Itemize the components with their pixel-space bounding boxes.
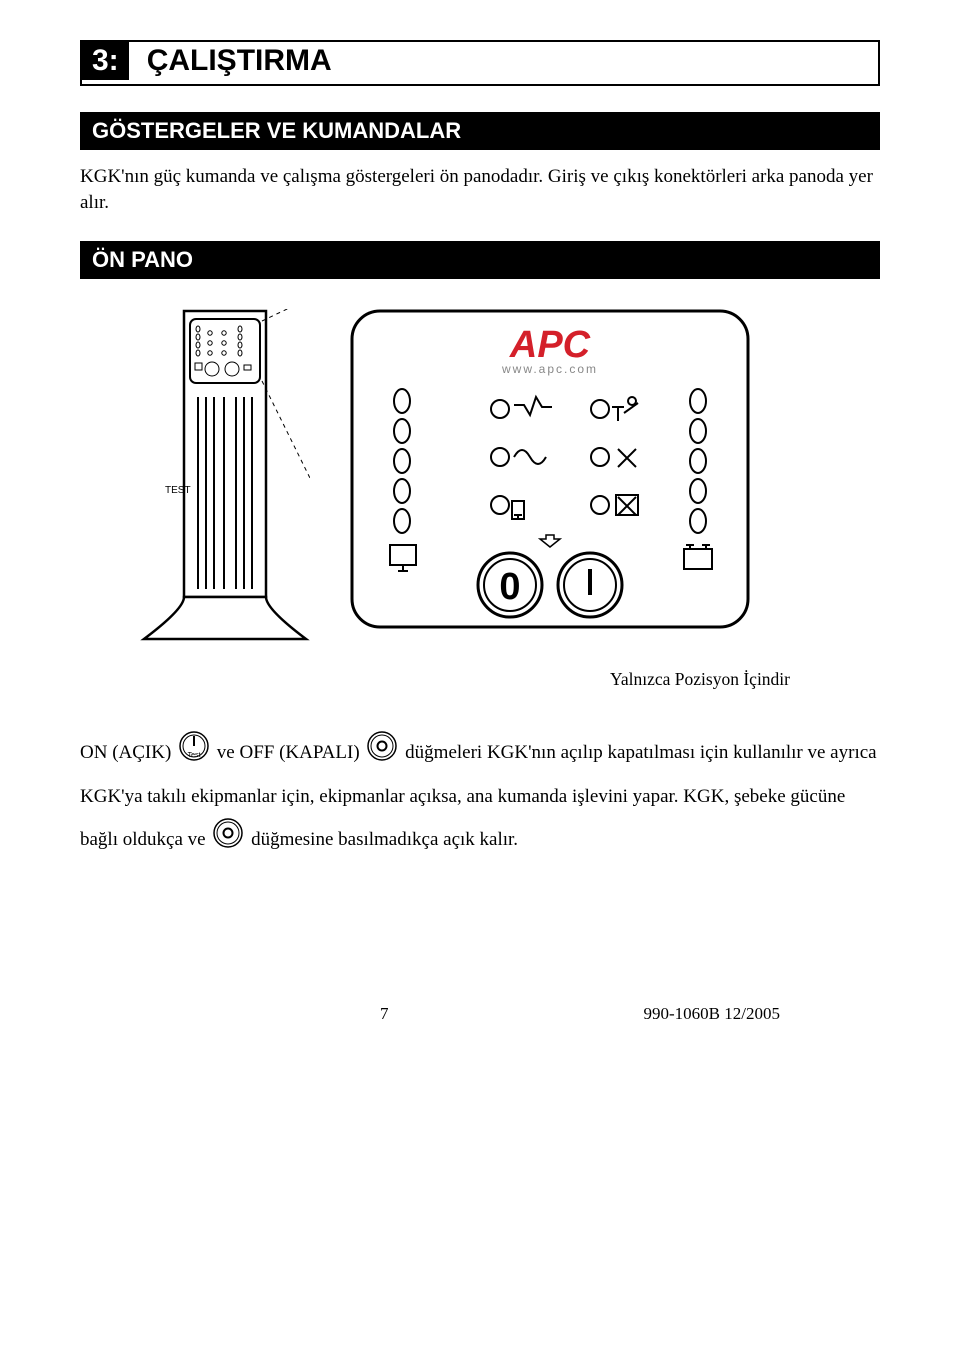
off-button-icon-2 — [212, 817, 244, 864]
flow-text-2: ve OFF (KAPALI) — [217, 742, 365, 763]
ups-tower-icon: TEST — [140, 309, 310, 649]
section-header: 3: ÇALIŞTIRMA — [80, 40, 880, 86]
front-panel-diagram: TEST APC www.apc.com — [140, 309, 880, 649]
section-title: ÇALIŞTIRMA — [129, 44, 332, 78]
apc-url: www.apc.com — [501, 362, 598, 376]
apc-logo: APC — [509, 324, 591, 366]
section-number: 3: — [82, 42, 129, 80]
page-footer: 7 990-1060B 12/2005 — [80, 1004, 880, 1024]
test-label: TEST — [165, 485, 191, 496]
flow-text-4: düğmesine basılmadıkça açık kalır. — [251, 829, 518, 850]
heading-gostergeler: GÖSTERGELER VE KUMANDALAR — [80, 112, 880, 150]
heading-on-pano: ÖN PANO — [80, 241, 880, 279]
power-button-icon — [558, 553, 622, 617]
intro-paragraph: KGK'nın güç kumanda ve çalışma göstergel… — [80, 164, 880, 215]
operation-paragraph: ON (AÇIK) Test ve OFF (KAPALI) düğmeleri… — [80, 730, 880, 864]
diagram-caption: Yalnızca Pozisyon İçindir — [80, 669, 790, 690]
zero-button-icon: 0 — [478, 553, 542, 617]
page-number: 7 — [380, 1004, 389, 1024]
doc-id: 990-1060B 12/2005 — [644, 1004, 780, 1024]
flow-text-1: ON (AÇIK) — [80, 742, 176, 763]
on-test-button-icon: Test — [178, 730, 210, 777]
control-panel-icon: APC www.apc.com — [350, 309, 750, 649]
off-button-icon — [366, 730, 398, 777]
svg-text:0: 0 — [499, 566, 520, 608]
svg-text:Test: Test — [188, 752, 201, 759]
